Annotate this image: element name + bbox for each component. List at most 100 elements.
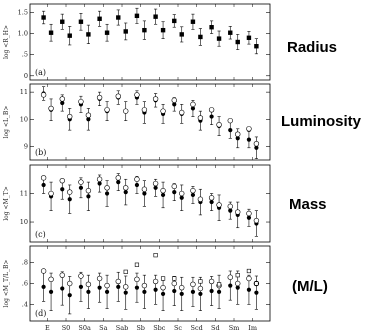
y-tick-label: .5: [22, 51, 28, 59]
series-open: [40, 92, 260, 147]
data-point: [78, 185, 84, 190]
data-point: [48, 30, 54, 35]
data-point-open: [85, 281, 92, 288]
data-point: [190, 106, 196, 111]
data-point: [198, 34, 203, 40]
data-point: [172, 189, 177, 195]
panel-frame: [29, 245, 271, 322]
data-point-open: [85, 112, 92, 118]
data-point-square: [254, 281, 259, 286]
data-point-open: [235, 280, 241, 287]
y-tick-label: 11: [20, 88, 28, 96]
data-point-open: [208, 107, 215, 113]
data-point-square: [153, 253, 158, 258]
data-point: [254, 44, 259, 49]
data-point: [86, 32, 91, 37]
y-tick-label: 9: [24, 142, 28, 150]
data-point: [190, 19, 196, 24]
data-point: [41, 284, 46, 289]
data-point: [160, 291, 166, 297]
data-point-square: [235, 273, 240, 278]
data-point-open: [115, 278, 121, 285]
panels-group: 0 .5 1.0 1.5 log <R_H> (a) 9 10 11 log <L_B> (b) 10…: [3, 3, 271, 322]
y-tick-label: 11: [20, 190, 28, 198]
data-point: [67, 33, 72, 38]
data-point-open: [123, 284, 129, 290]
data-point-open: [197, 196, 204, 202]
x-tick-label: Sa: [99, 324, 107, 332]
data-point: [86, 289, 91, 294]
data-point: [209, 25, 214, 30]
y-tick-label: 10: [20, 115, 28, 123]
data-point-open: [48, 105, 54, 112]
y-tick-label: .6: [22, 280, 28, 288]
panel-label: (a): [35, 68, 46, 77]
data-point: [153, 14, 158, 19]
data-point: [48, 289, 54, 294]
data-point-open: [141, 107, 148, 113]
data-point-open: [171, 97, 177, 103]
x-tick-label: E: [45, 324, 50, 332]
data-point-open: [59, 272, 65, 278]
data-point-open: [40, 92, 47, 98]
data-point: [172, 288, 177, 294]
y-axis-label: log <R_H>: [3, 25, 10, 59]
y-tick-label: 1.0: [18, 30, 28, 38]
data-point: [190, 289, 196, 294]
data-point-square: [246, 268, 252, 274]
y-tick-label: 10: [20, 218, 28, 226]
data-point-open: [235, 131, 241, 137]
data-point: [134, 13, 140, 19]
data-point: [60, 286, 65, 291]
data-point: [116, 180, 121, 185]
series-open: [40, 268, 260, 292]
side-label-mass: Mass: [289, 196, 327, 213]
data-point: [254, 290, 259, 295]
data-point-open: [179, 284, 185, 291]
data-point: [60, 19, 65, 24]
data-point-open: [216, 122, 222, 128]
data-point-open: [67, 189, 73, 195]
data-point-open: [48, 190, 54, 197]
data-point: [97, 16, 102, 21]
data-point: [228, 283, 233, 288]
series-open: [40, 175, 260, 224]
data-point: [153, 287, 158, 292]
y-axis-label: log <M_T/L_B>: [3, 260, 10, 308]
data-point-open: [104, 185, 110, 191]
data-point-open: [179, 190, 185, 197]
data-point: [172, 102, 177, 107]
data-point: [179, 32, 184, 37]
data-point-open: [40, 268, 47, 274]
data-point-open: [152, 180, 159, 187]
data-point-open: [78, 273, 84, 279]
y-tick-label: 1.5: [18, 8, 28, 16]
data-point: [104, 191, 110, 196]
data-point-open: [48, 276, 54, 283]
x-tick-label: Sm: [229, 324, 240, 332]
panel-label: (d): [35, 309, 46, 318]
data-point-open: [123, 185, 129, 191]
data-point: [198, 291, 203, 297]
panel-mass: 10 11 log <M_T> (c): [3, 164, 271, 243]
panel-frame: [29, 83, 271, 161]
x-tick-labels: E S0 S0a Sa Sab Sb Sbc Sc Scd Sd Sm Im: [45, 324, 257, 332]
data-point-open: [227, 203, 233, 210]
side-label-luminosity: Luminosity: [281, 113, 362, 130]
series-squares: [123, 253, 259, 287]
data-point-open: [96, 275, 103, 282]
y-tick-label: .4: [22, 300, 28, 308]
data-point-open: [78, 98, 84, 105]
side-label-radius: Radius: [287, 39, 337, 56]
data-point: [172, 18, 177, 24]
data-point-open: [190, 187, 196, 194]
data-point: [246, 287, 252, 292]
data-point-open: [104, 107, 110, 113]
y-axis-label: log <L_B>: [3, 106, 10, 139]
data-point: [142, 191, 147, 196]
data-point: [123, 189, 128, 195]
x-tick-label: Sd: [211, 324, 220, 332]
panel-label: (c): [35, 230, 46, 239]
data-point-open: [134, 92, 140, 98]
data-point: [123, 29, 128, 34]
